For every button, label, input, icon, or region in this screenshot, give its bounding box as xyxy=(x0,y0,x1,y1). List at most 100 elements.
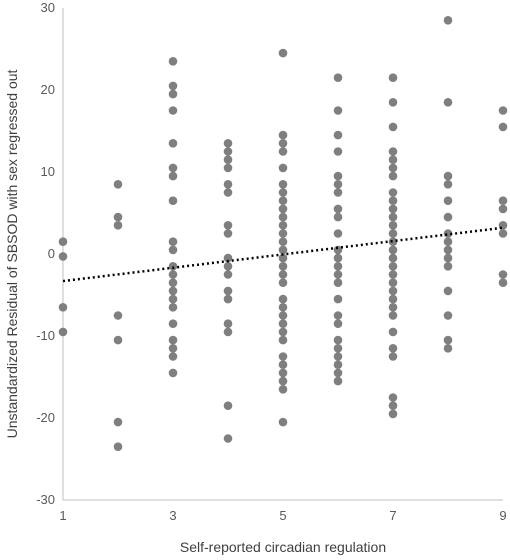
x-tick-label: 7 xyxy=(389,508,396,523)
y-axis-title: Unstandardized Residual of SBSOD with se… xyxy=(4,69,20,438)
data-point xyxy=(278,262,288,271)
data-point xyxy=(278,221,288,230)
data-point xyxy=(278,352,288,361)
data-point xyxy=(333,368,343,378)
data-point xyxy=(498,204,508,214)
data-point xyxy=(168,278,178,288)
data-point xyxy=(333,270,343,279)
trendline xyxy=(62,226,504,283)
data-point xyxy=(388,311,398,320)
data-point xyxy=(333,319,343,329)
data-point xyxy=(58,327,68,337)
data-point xyxy=(278,253,288,263)
data-point xyxy=(388,262,398,271)
x-tick-labels: 1 3 5 7 9 xyxy=(59,508,506,523)
y-tick-label: -20 xyxy=(36,410,55,425)
data-point xyxy=(168,81,178,91)
data-point xyxy=(388,327,398,337)
data-point xyxy=(113,311,123,320)
data-point xyxy=(223,270,233,279)
data-point xyxy=(388,163,398,173)
data-point xyxy=(498,278,508,288)
data-point xyxy=(388,221,398,230)
data-point xyxy=(388,303,398,312)
data-point xyxy=(223,180,233,189)
data-point xyxy=(388,196,398,205)
data-point xyxy=(278,335,288,345)
data-point xyxy=(388,409,398,419)
data-point xyxy=(278,319,288,329)
data-point xyxy=(168,335,178,345)
data-point xyxy=(278,385,288,394)
data-point xyxy=(388,393,398,402)
data-point xyxy=(388,98,398,107)
data-point xyxy=(333,245,343,255)
x-tick-label: 9 xyxy=(499,508,506,523)
data-point xyxy=(58,237,68,246)
data-point xyxy=(333,204,343,214)
x-tick-label: 5 xyxy=(279,508,286,523)
y-tick-label: 20 xyxy=(41,82,55,97)
data-point xyxy=(113,335,123,345)
data-point xyxy=(223,319,233,329)
data-point xyxy=(388,344,398,353)
data-point xyxy=(333,212,343,222)
data-point xyxy=(333,278,343,288)
data-point xyxy=(333,229,343,238)
data-point xyxy=(223,327,233,337)
data-point xyxy=(223,401,233,411)
data-point xyxy=(168,368,178,378)
data-point xyxy=(278,327,288,337)
data-point xyxy=(443,286,453,296)
data-point xyxy=(168,106,178,115)
data-point xyxy=(388,352,398,361)
data-point xyxy=(333,376,343,386)
data-point xyxy=(223,229,233,238)
data-point xyxy=(113,442,123,452)
data-point xyxy=(223,188,233,197)
y-tick-label: 10 xyxy=(41,164,55,179)
data-point xyxy=(498,106,508,115)
data-point xyxy=(388,253,398,263)
data-point xyxy=(168,303,178,312)
data-point xyxy=(278,376,288,386)
data-point xyxy=(388,147,398,156)
data-point xyxy=(333,335,343,345)
data-point xyxy=(388,270,398,279)
data-point xyxy=(333,73,343,82)
data-point xyxy=(333,171,343,181)
data-point xyxy=(223,434,233,443)
data-point xyxy=(388,73,398,82)
data-point xyxy=(443,196,453,205)
data-point xyxy=(168,57,178,66)
data-point xyxy=(498,122,508,132)
data-point xyxy=(168,89,178,99)
data-point xyxy=(168,139,178,148)
data-point xyxy=(388,278,398,288)
data-point xyxy=(168,262,178,271)
data-point xyxy=(223,294,233,304)
data-point xyxy=(388,122,398,132)
data-point xyxy=(168,163,178,173)
data-point xyxy=(388,204,398,214)
data-point xyxy=(168,344,178,353)
data-point xyxy=(443,98,453,107)
data-point xyxy=(168,245,178,255)
y-tick-label: -30 xyxy=(36,492,55,507)
data-point xyxy=(333,147,343,156)
data-point xyxy=(278,245,288,255)
data-point xyxy=(278,196,288,205)
data-point xyxy=(388,245,398,255)
data-point xyxy=(278,147,288,156)
data-point xyxy=(443,311,453,320)
data-point xyxy=(168,270,178,279)
data-point xyxy=(278,360,288,370)
data-point xyxy=(443,262,453,271)
data-point xyxy=(278,417,288,427)
y-tick-label: 0 xyxy=(48,246,55,261)
data-point xyxy=(113,221,123,230)
data-point xyxy=(168,294,178,304)
data-point xyxy=(498,229,508,238)
data-point xyxy=(498,270,508,279)
data-point xyxy=(168,286,178,296)
